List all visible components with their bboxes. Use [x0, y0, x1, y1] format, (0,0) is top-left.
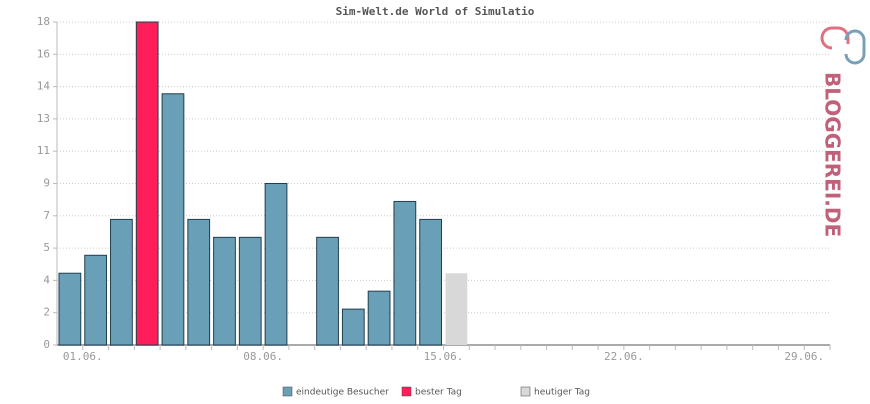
y-tick-label: 9: [43, 177, 50, 190]
bar: [161, 93, 185, 346]
bar: [213, 236, 236, 346]
chart-title: Sim-Welt.de World of Simulatio: [336, 5, 535, 18]
legend-swatch: [520, 386, 531, 397]
bar: [341, 308, 365, 346]
legend-swatch: [282, 386, 293, 397]
x-tick-label: 15.06.: [424, 350, 464, 363]
y-tick-label: 18: [37, 15, 50, 28]
bar: [238, 236, 262, 346]
legend-label: heutiger Tag: [534, 388, 590, 398]
bar: [135, 21, 159, 346]
logo-icon: [820, 26, 866, 65]
bar: [367, 290, 391, 346]
bar: [187, 218, 211, 346]
bar: [445, 273, 468, 345]
x-tick-label: 01.06.: [63, 350, 103, 363]
bar: [84, 254, 108, 346]
logo-text: BLOGGEREI.DE: [821, 72, 845, 237]
bar: [316, 236, 339, 346]
y-tick-label: 13: [37, 112, 50, 125]
y-tick-label: 2: [43, 306, 50, 319]
legend-label: bester Tag: [415, 388, 462, 398]
bar: [419, 218, 443, 346]
y-tick-label: 0: [43, 338, 50, 351]
bar: [393, 200, 417, 346]
y-tick-label: 11: [37, 144, 50, 157]
y-tick-label: 14: [37, 80, 51, 93]
y-tick-label: 5: [43, 241, 50, 254]
x-tick-label: 29.06.: [784, 350, 824, 363]
y-tick-label: 16: [37, 47, 50, 60]
y-tick-label: 4: [43, 273, 50, 286]
bar: [264, 183, 288, 346]
x-tick-label: 08.06.: [243, 350, 283, 363]
legend-swatch: [401, 386, 412, 397]
legend-label: eindeutige Besucher: [296, 388, 389, 398]
x-tick-label: 22.06.: [604, 350, 644, 363]
bar: [58, 272, 82, 346]
bar: [110, 218, 133, 346]
y-tick-label: 7: [43, 209, 50, 222]
